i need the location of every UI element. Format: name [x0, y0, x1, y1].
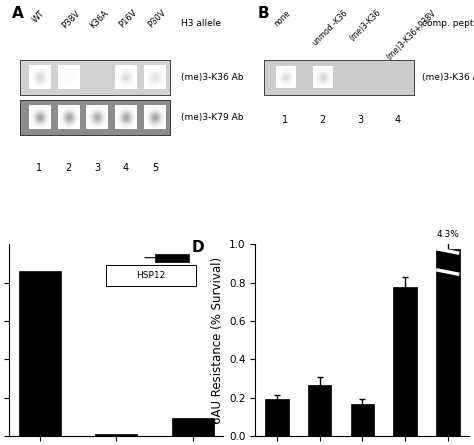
Text: (me)3-K36: (me)3-K36: [347, 8, 382, 43]
Y-axis label: 6AU Resistance (% Survival): 6AU Resistance (% Survival): [210, 257, 224, 424]
Bar: [436, 249, 459, 436]
Text: P16V: P16V: [118, 8, 139, 30]
Text: B: B: [257, 6, 269, 21]
Text: P30V: P30V: [146, 8, 168, 30]
Text: WT: WT: [31, 8, 46, 24]
Text: 1: 1: [283, 114, 288, 125]
Text: 3: 3: [94, 162, 100, 173]
Text: A: A: [12, 6, 23, 21]
Text: 4: 4: [394, 114, 401, 125]
Text: 2: 2: [319, 114, 326, 125]
Bar: [308, 385, 331, 436]
Bar: [106, 265, 196, 287]
Text: (me)3-K79 Ab: (me)3-K79 Ab: [181, 113, 243, 122]
Text: H3 allele: H3 allele: [181, 19, 220, 28]
Bar: [351, 404, 374, 436]
Bar: [155, 254, 189, 262]
Text: (me)3-K36 Ab: (me)3-K36 Ab: [422, 73, 474, 82]
Text: 3: 3: [357, 114, 363, 125]
Text: comp. peptide: comp. peptide: [422, 19, 474, 28]
Bar: [393, 287, 417, 436]
Bar: [265, 399, 289, 436]
Bar: [19, 271, 61, 436]
Text: none: none: [273, 8, 292, 28]
Text: 1: 1: [36, 162, 43, 173]
Text: D: D: [191, 240, 204, 255]
Bar: [172, 418, 214, 436]
Text: 4.3%: 4.3%: [437, 230, 459, 239]
Text: 4: 4: [123, 162, 129, 173]
Bar: [20, 101, 170, 135]
Bar: [264, 60, 414, 95]
Bar: [95, 434, 137, 436]
Text: (me)3-K36 Ab: (me)3-K36 Ab: [181, 73, 243, 82]
Text: HSP12: HSP12: [136, 271, 165, 280]
Text: unmod.-K36: unmod.-K36: [310, 8, 349, 48]
Text: K36A: K36A: [89, 8, 110, 30]
Bar: [20, 60, 170, 95]
Text: 5: 5: [152, 162, 158, 173]
Text: 2: 2: [65, 162, 72, 173]
Text: P38V: P38V: [60, 8, 82, 30]
Text: (me)3-K36+P38V: (me)3-K36+P38V: [385, 8, 438, 61]
